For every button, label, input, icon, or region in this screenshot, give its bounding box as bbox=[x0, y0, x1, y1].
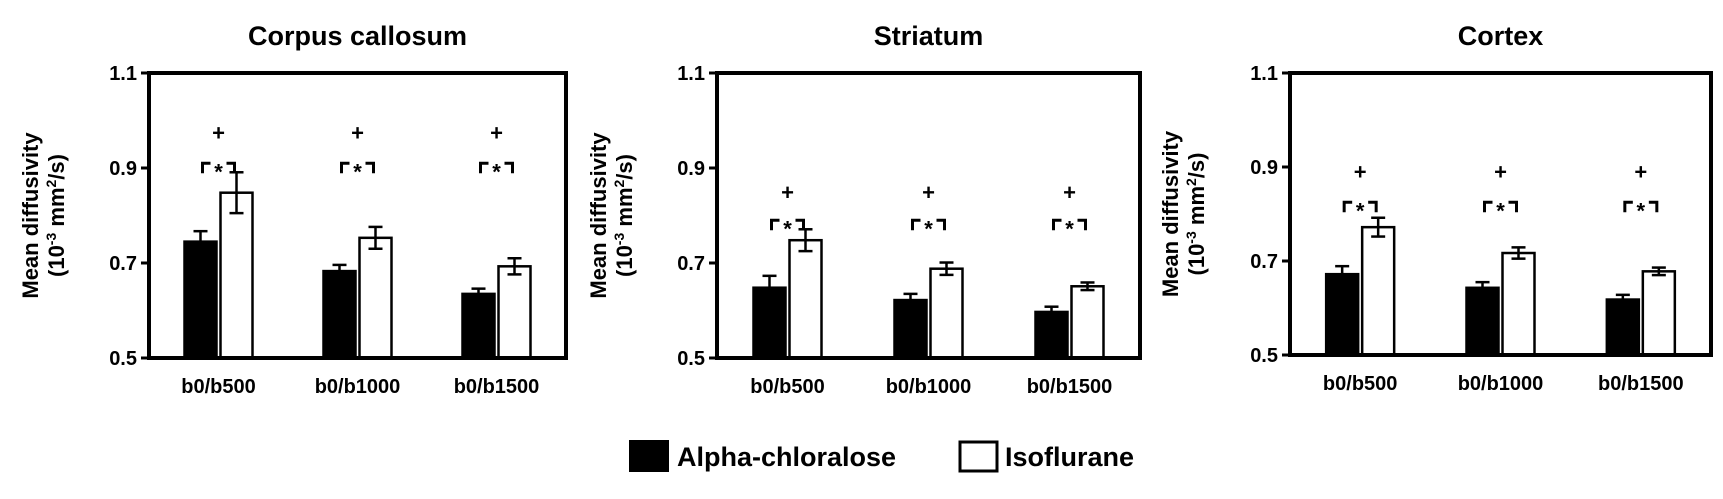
bar-isoflurane bbox=[497, 265, 532, 360]
plot-frame bbox=[147, 71, 568, 360]
star-marker: * bbox=[1637, 198, 1646, 223]
bar-isoflurane bbox=[1070, 285, 1105, 360]
y-tick-label: 0.5 bbox=[1250, 345, 1278, 367]
y-tick-label: 0.5 bbox=[109, 348, 137, 370]
bar-alpha-chloralose bbox=[1605, 298, 1641, 357]
chart-title: Striatum bbox=[874, 21, 984, 51]
category-label: b0/b500 bbox=[750, 376, 824, 398]
bar-isoflurane bbox=[1641, 270, 1677, 357]
y-tick-label: 0.5 bbox=[677, 348, 705, 370]
y-tick-label: 0.9 bbox=[109, 158, 137, 180]
star-marker: * bbox=[783, 216, 792, 241]
bracket-left bbox=[340, 161, 350, 174]
y-tick-label: 1.1 bbox=[1250, 63, 1278, 85]
bar-isoflurane bbox=[929, 267, 964, 360]
plus-marker: + bbox=[351, 120, 364, 145]
bracket-right bbox=[365, 161, 375, 174]
legend-label-alpha-chloralose: Alpha-chloralose bbox=[677, 442, 896, 472]
y-tick-label: 0.7 bbox=[1250, 251, 1278, 273]
star-marker: * bbox=[1496, 198, 1505, 223]
category-label: b0/b1000 bbox=[886, 376, 972, 398]
y-axis-label-line1: Mean diffusivity bbox=[586, 132, 611, 299]
bracket-left bbox=[1052, 218, 1062, 231]
bar-alpha-chloralose bbox=[322, 269, 357, 360]
legend-label-isoflurane: Isoflurane bbox=[1005, 442, 1134, 472]
plus-marker: + bbox=[922, 180, 935, 205]
legend: Alpha-chloralose Isoflurane bbox=[629, 440, 1134, 473]
bar-alpha-chloralose bbox=[1034, 310, 1069, 360]
plus-marker: + bbox=[1063, 180, 1076, 205]
bar-alpha-chloralose bbox=[461, 292, 496, 360]
y-tick-label: 0.7 bbox=[109, 253, 137, 275]
bracket-right bbox=[504, 161, 514, 174]
category-label: b0/b500 bbox=[1323, 373, 1397, 395]
chart-panel-3: Cortex Mean diffusivity (10-3 mm2/s) 0.5 0.7… bbox=[1158, 21, 1713, 395]
star-marker: * bbox=[1065, 216, 1074, 241]
plus-marker: + bbox=[490, 120, 503, 145]
bracket-right bbox=[1648, 200, 1659, 213]
star-marker: * bbox=[492, 159, 501, 184]
bracket-left bbox=[911, 218, 921, 231]
chart-title: Cortex bbox=[1458, 21, 1544, 51]
category-label: b0/b1500 bbox=[1598, 373, 1684, 395]
bar-alpha-chloralose bbox=[1465, 286, 1500, 357]
y-tick-label: 0.7 bbox=[677, 253, 705, 275]
plot-frame bbox=[715, 71, 1142, 360]
bracket-left bbox=[1342, 200, 1353, 213]
bracket-right bbox=[795, 218, 805, 231]
plot-frame bbox=[1288, 71, 1713, 357]
star-marker: * bbox=[924, 216, 933, 241]
bar-alpha-chloralose bbox=[1324, 272, 1360, 357]
star-marker: * bbox=[1356, 198, 1365, 223]
bracket-right bbox=[1077, 218, 1087, 231]
category-label: b0/b1500 bbox=[1027, 376, 1113, 398]
bracket-left bbox=[201, 161, 211, 174]
bar-isoflurane bbox=[1501, 251, 1536, 357]
category-label: b0/b1500 bbox=[454, 376, 540, 398]
y-axis-label-line2: (10-3 mm2/s) bbox=[611, 154, 637, 277]
bracket-right bbox=[936, 218, 946, 231]
plus-marker: + bbox=[1634, 160, 1647, 185]
legend-swatch-alpha-chloralose bbox=[629, 440, 669, 472]
plus-marker: + bbox=[781, 180, 794, 205]
star-marker: * bbox=[353, 159, 362, 184]
bar-isoflurane bbox=[788, 238, 823, 360]
bracket-right bbox=[1368, 200, 1378, 213]
bracket-right bbox=[1508, 200, 1518, 213]
plus-marker: + bbox=[1354, 160, 1367, 185]
star-marker: * bbox=[214, 159, 223, 184]
y-axis-label-line2: (10-3 mm2/s) bbox=[1183, 153, 1209, 276]
bracket-left bbox=[770, 218, 780, 231]
bar-isoflurane bbox=[1360, 225, 1396, 357]
bar-alpha-chloralose bbox=[893, 298, 928, 360]
y-axis-label-line1: Mean diffusivity bbox=[18, 132, 43, 299]
y-tick-label: 1.1 bbox=[109, 63, 137, 85]
bracket-left bbox=[479, 161, 489, 174]
bracket-left bbox=[1623, 200, 1633, 213]
plus-marker: + bbox=[1494, 160, 1507, 185]
y-axis-label-line2: (10-3 mm2/s) bbox=[43, 154, 69, 277]
chart-title: Corpus callosum bbox=[248, 21, 467, 51]
legend-swatch-isoflurane bbox=[958, 440, 999, 473]
bar-isoflurane bbox=[358, 236, 393, 360]
y-tick-label: 0.9 bbox=[1250, 157, 1278, 179]
category-label: b0/b500 bbox=[181, 376, 255, 398]
bracket-left bbox=[1483, 200, 1493, 213]
bracket-right bbox=[226, 161, 236, 174]
y-axis-label-line1: Mean diffusivity bbox=[1158, 130, 1183, 297]
category-label: b0/b1000 bbox=[1458, 373, 1544, 395]
category-label: b0/b1000 bbox=[315, 376, 401, 398]
bar-isoflurane bbox=[219, 191, 254, 360]
y-tick-label: 0.9 bbox=[677, 158, 705, 180]
bar-alpha-chloralose bbox=[183, 240, 218, 360]
chart-panel-2: Striatum Mean diffusivity (10-3 mm2/s) 0.5 0… bbox=[586, 21, 1142, 398]
y-tick-label: 1.1 bbox=[677, 63, 705, 85]
plus-marker: + bbox=[212, 120, 225, 145]
chart-panel-1: Corpus callosum Mean diffusivity (10-3 mm2… bbox=[18, 21, 568, 398]
